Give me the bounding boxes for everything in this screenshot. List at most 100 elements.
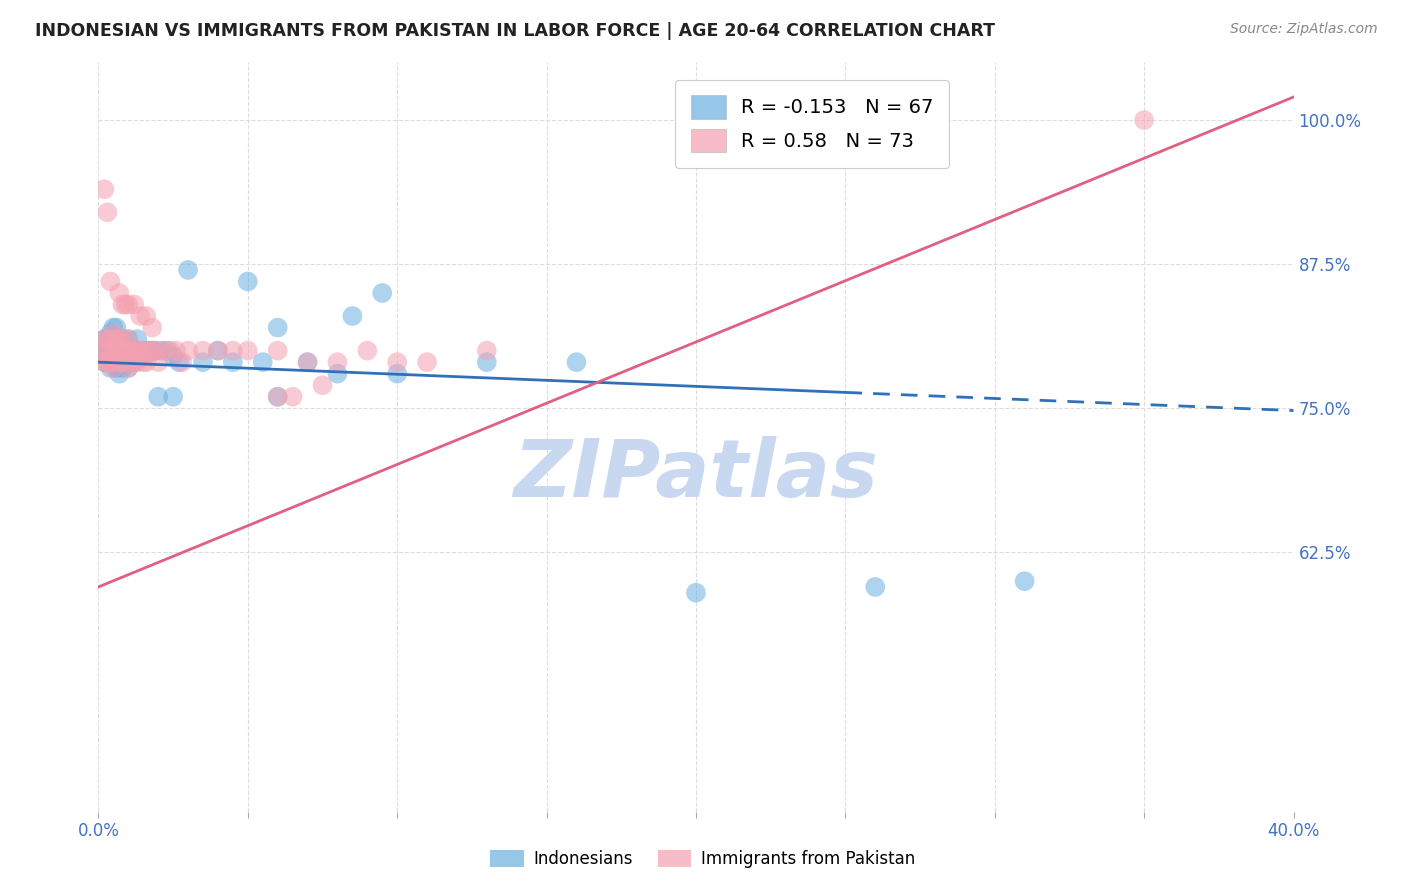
Point xyxy=(111,350,134,364)
Point xyxy=(385,355,409,369)
Point xyxy=(105,355,128,369)
Point xyxy=(103,338,125,352)
Point xyxy=(371,285,394,300)
Point xyxy=(117,360,139,375)
Point xyxy=(342,309,364,323)
Point xyxy=(96,343,118,358)
Point xyxy=(103,343,125,358)
Point xyxy=(120,343,142,358)
Point xyxy=(105,332,128,346)
Point xyxy=(103,355,125,369)
Point xyxy=(127,332,149,346)
Point xyxy=(138,343,160,358)
Point xyxy=(111,343,134,358)
Point xyxy=(162,350,184,364)
Point xyxy=(96,350,118,364)
Point xyxy=(98,326,122,341)
Point xyxy=(124,343,146,358)
Point xyxy=(156,343,179,358)
Legend: Indonesians, Immigrants from Pakistan: Indonesians, Immigrants from Pakistan xyxy=(484,843,922,875)
Point xyxy=(416,355,439,369)
Point xyxy=(93,332,115,346)
Point xyxy=(252,355,274,369)
Point xyxy=(98,343,122,358)
Point xyxy=(120,355,142,369)
Point xyxy=(132,355,155,369)
Point xyxy=(117,350,139,364)
Point xyxy=(114,343,136,358)
Point xyxy=(135,309,157,323)
Point xyxy=(143,343,166,358)
Point xyxy=(1133,113,1156,128)
Point xyxy=(117,297,139,311)
Point xyxy=(111,332,134,346)
Point xyxy=(111,355,134,369)
Point xyxy=(120,343,142,358)
Point xyxy=(111,297,134,311)
Point xyxy=(356,343,378,358)
Point xyxy=(177,343,200,358)
Point xyxy=(159,343,181,358)
Point xyxy=(267,320,290,334)
Point xyxy=(105,320,128,334)
Point xyxy=(165,343,187,358)
Point xyxy=(326,367,349,381)
Point xyxy=(143,343,166,358)
Point xyxy=(326,355,349,369)
Point xyxy=(103,332,125,346)
Point xyxy=(114,355,136,369)
Point xyxy=(114,355,136,369)
Point xyxy=(108,355,131,369)
Point xyxy=(385,367,409,381)
Point xyxy=(108,355,131,369)
Point xyxy=(267,343,290,358)
Legend: R = -0.153   N = 67, R = 0.58   N = 73: R = -0.153 N = 67, R = 0.58 N = 73 xyxy=(675,79,949,168)
Point xyxy=(865,580,887,594)
Point xyxy=(108,367,131,381)
Text: INDONESIAN VS IMMIGRANTS FROM PAKISTAN IN LABOR FORCE | AGE 20-64 CORRELATION CH: INDONESIAN VS IMMIGRANTS FROM PAKISTAN I… xyxy=(35,22,995,40)
Point xyxy=(98,332,122,346)
Point xyxy=(124,343,146,358)
Point xyxy=(117,343,139,358)
Point xyxy=(685,585,707,599)
Point xyxy=(96,332,118,346)
Point xyxy=(124,355,146,369)
Point xyxy=(93,355,115,369)
Point xyxy=(141,320,163,334)
Point xyxy=(120,355,142,369)
Point xyxy=(1014,574,1036,589)
Point xyxy=(93,332,115,346)
Point xyxy=(117,332,139,346)
Point xyxy=(236,275,259,289)
Point xyxy=(98,355,122,369)
Point xyxy=(311,378,333,392)
Point xyxy=(105,350,128,364)
Point xyxy=(475,343,498,358)
Point xyxy=(105,360,128,375)
Point xyxy=(565,355,588,369)
Point xyxy=(108,285,131,300)
Point xyxy=(108,343,131,358)
Point xyxy=(127,343,149,358)
Point xyxy=(167,355,190,369)
Point xyxy=(172,355,194,369)
Point xyxy=(267,390,290,404)
Point xyxy=(96,355,118,369)
Point xyxy=(105,343,128,358)
Point xyxy=(129,343,152,358)
Point xyxy=(114,343,136,358)
Text: Source: ZipAtlas.com: Source: ZipAtlas.com xyxy=(1230,22,1378,37)
Point xyxy=(98,275,122,289)
Point xyxy=(103,360,125,375)
Point xyxy=(297,355,319,369)
Point xyxy=(98,360,122,375)
Point xyxy=(117,360,139,375)
Point xyxy=(117,332,139,346)
Text: ZIPatlas: ZIPatlas xyxy=(513,435,879,514)
Point xyxy=(98,332,122,346)
Point xyxy=(222,355,245,369)
Point xyxy=(132,343,155,358)
Point xyxy=(191,343,214,358)
Point xyxy=(191,355,214,369)
Point xyxy=(267,390,290,404)
